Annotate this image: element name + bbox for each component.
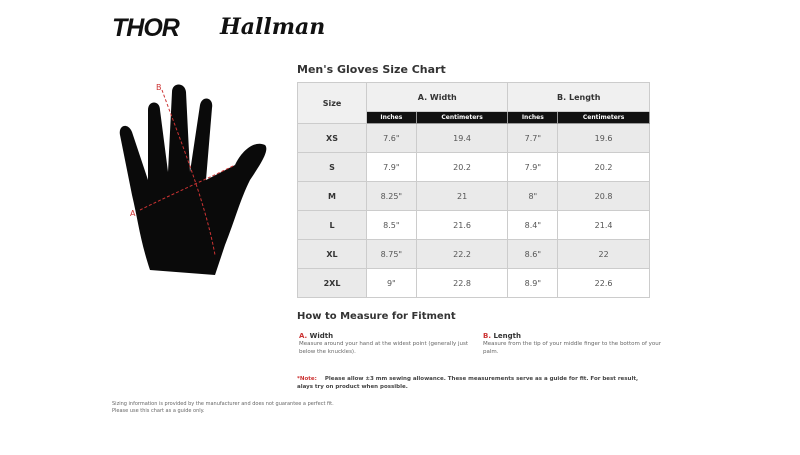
size-cell: M (297, 181, 367, 211)
measure-line-b (161, 89, 216, 256)
value-cell: 7.9" (507, 152, 559, 182)
disclaimer: Sizing information is provided by the ma… (112, 401, 334, 414)
howto-title: How to Measure for Fitment (297, 311, 456, 322)
value-cell: 22.2 (415, 239, 509, 269)
value-cell: 9" (366, 268, 417, 298)
size-cell: 2XL (297, 268, 367, 298)
sub-header: Centimeters (557, 111, 650, 124)
value-cell: 22.8 (415, 268, 509, 298)
table-row: XS 7.6" 19.4 7.7" 19.6 (297, 123, 650, 153)
value-cell: 7.7" (507, 123, 559, 153)
size-chart-table: Size A. Width B. Length Inches Centimeters I… (297, 82, 650, 298)
value-cell: 21.6 (415, 210, 509, 240)
value-cell: 21 (415, 181, 509, 211)
measure-line-a (139, 164, 236, 211)
value-cell: 22 (557, 239, 650, 269)
value-cell: 8.5" (366, 210, 417, 240)
table-row: XL 8.75" 22.2 8.6" 22 (297, 239, 650, 269)
glove-silhouette (119, 84, 267, 275)
table-row: L 8.5" 21.6 8.4" 21.4 (297, 210, 650, 240)
value-cell: 7.6" (366, 123, 417, 153)
value-cell: 8.75" (366, 239, 417, 269)
value-cell: 22.6 (557, 268, 650, 298)
value-cell: 8.9" (507, 268, 559, 298)
hallman-logo: Hallman (220, 14, 326, 40)
length-instructions: B. Length Measure from the tip of your m… (483, 332, 661, 355)
label-b: B (156, 83, 162, 92)
table-row: M 8.25" 21 8" 20.8 (297, 181, 650, 211)
value-cell: 20.2 (557, 152, 650, 182)
size-cell: S (297, 152, 367, 182)
value-cell: 8.6" (507, 239, 559, 269)
value-cell: 8.4" (507, 210, 559, 240)
value-cell: 21.4 (557, 210, 650, 240)
label-a: A (130, 209, 136, 218)
table-row: S 7.9" 20.2 7.9" 20.2 (297, 152, 650, 182)
value-cell: 19.4 (415, 123, 509, 153)
group-header: B. Length (507, 82, 650, 112)
size-header: Size (297, 82, 367, 124)
width-instructions: A. Width Measure around your hand at the… (299, 332, 469, 355)
value-cell: 20.2 (415, 152, 509, 182)
value-cell: 19.6 (557, 123, 650, 153)
group-header: A. Width (365, 82, 509, 112)
value-cell: 20.8 (557, 181, 650, 211)
note: *Note: Please allow ±3 mm sewing allowanc… (297, 376, 639, 390)
sub-header: Centimeters (415, 111, 509, 124)
sub-header: Inches (366, 111, 417, 124)
thor-logo: THOR (112, 14, 180, 42)
glove-diagram: B A (119, 83, 267, 275)
sub-header: Inches (507, 111, 559, 124)
size-cell: L (297, 210, 367, 240)
table-row: 2XL 9" 22.8 8.9" 22.6 (297, 268, 650, 298)
page-title: Men's Gloves Size Chart (297, 63, 446, 76)
value-cell: 7.9" (366, 152, 417, 182)
size-cell: XL (297, 239, 367, 269)
size-cell: XS (297, 123, 367, 153)
value-cell: 8.25" (366, 181, 417, 211)
value-cell: 8" (507, 181, 559, 211)
